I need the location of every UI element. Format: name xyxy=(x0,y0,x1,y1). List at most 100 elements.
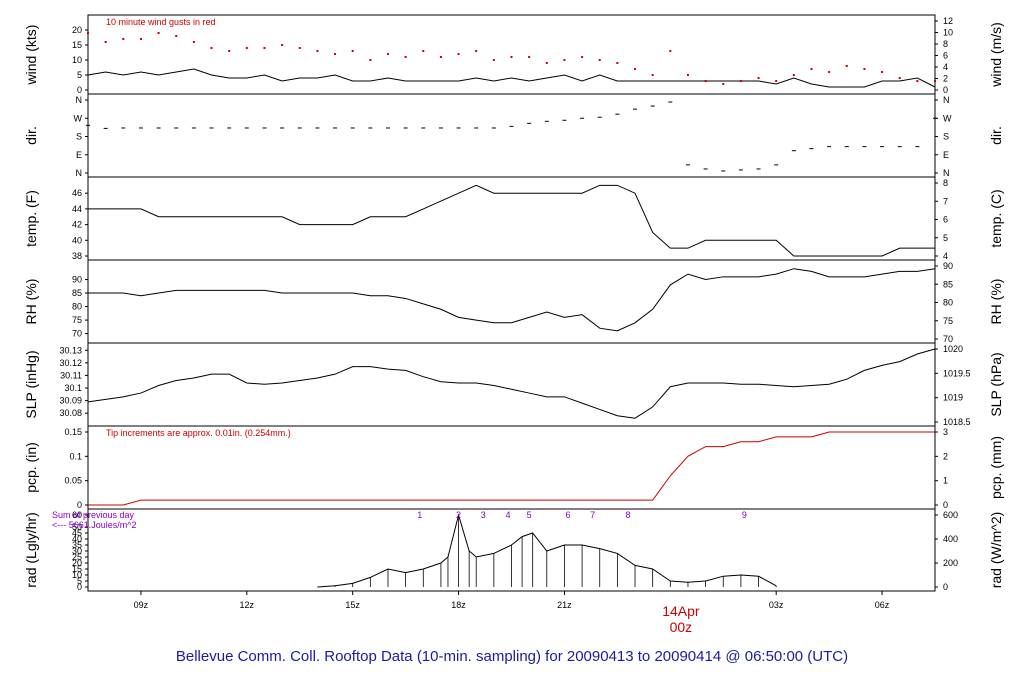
wind-gust-point xyxy=(616,62,619,64)
rad-marker-label: 4 xyxy=(505,510,510,520)
wind-y2tick-label: 6 xyxy=(943,51,948,61)
wind-gust-point xyxy=(422,50,425,52)
x-tick-label: 09z xyxy=(134,600,149,610)
wind-gust-point xyxy=(916,80,919,82)
rh-y2tick-label: 85 xyxy=(943,279,953,289)
wind-gust-point xyxy=(139,38,142,40)
rad-ytick-label: 25 xyxy=(72,552,82,562)
wind-gust-point xyxy=(669,50,672,52)
slp-ylabel: SLP (inHg) xyxy=(23,350,39,418)
rad-y2tick-label: 200 xyxy=(943,558,958,568)
dir-y2tick-label: N xyxy=(943,168,950,178)
rad-ytick-label: 10 xyxy=(72,570,82,580)
wind-gust-point xyxy=(210,47,213,49)
slp-y2tick-label: 1019.5 xyxy=(943,368,971,378)
wind-gust-point xyxy=(563,59,566,61)
x-tick-label: 15z xyxy=(345,600,360,610)
chart-footer-title: Bellevue Comm. Coll. Rooftop Data (10-mi… xyxy=(175,648,849,665)
wind-y2tick-label: 4 xyxy=(943,62,948,72)
rad-ytick-label: 50 xyxy=(72,522,82,532)
wind-gust-point xyxy=(404,56,407,58)
rad-series-line xyxy=(317,513,777,588)
wind-gust-point xyxy=(316,50,319,52)
wind-gust-point xyxy=(298,47,301,49)
temp-y2tick-label: 4 xyxy=(943,251,948,261)
rad-ytick-label: 0 xyxy=(77,582,82,592)
slp-y2tick-label: 1018.5 xyxy=(943,417,971,427)
rad-marker-label: 1 xyxy=(417,510,422,520)
wind-gust-point xyxy=(104,41,107,43)
dir-y2tick-label: S xyxy=(943,132,949,142)
pcp-ytick-label: 0.1 xyxy=(69,451,82,461)
wind-gust-point xyxy=(686,74,689,76)
wind-gust-point xyxy=(369,59,372,61)
slp-ytick-label: 30.08 xyxy=(59,408,82,418)
wind-gust-point xyxy=(122,38,125,40)
wind-gust-point xyxy=(281,44,284,46)
rad-ytick-label: 20 xyxy=(72,558,82,568)
slp-y2tick-label: 1019 xyxy=(943,393,963,403)
wind-ytick-label: 0 xyxy=(77,85,82,95)
rad-y2tick-label: 400 xyxy=(943,534,958,544)
wind-gust-point xyxy=(775,80,778,82)
wind-ytick-label: 5 xyxy=(77,70,82,80)
rh-ytick-label: 70 xyxy=(72,329,82,339)
slp-ytick-label: 30.12 xyxy=(59,358,82,368)
temp-y2tick-label: 5 xyxy=(943,233,948,243)
rad-marker-label: 7 xyxy=(590,510,595,520)
wind-gust-point xyxy=(545,62,548,64)
x-tick-label: 18z xyxy=(451,600,466,610)
temp-ytick-label: 44 xyxy=(72,204,82,214)
rad-ytick-label: 15 xyxy=(72,564,82,574)
dir-ytick-label: N xyxy=(76,95,83,105)
wind-series-line xyxy=(87,68,936,88)
pcp-y2tick-label: 3 xyxy=(943,427,948,437)
wind-gust-point xyxy=(457,53,460,55)
dir-panel-frame xyxy=(87,93,936,178)
wind-gust-point xyxy=(651,74,654,76)
wind-annotation: 10 minute wind gusts in red xyxy=(106,17,216,27)
slp-ytick-label: 30.13 xyxy=(59,345,82,355)
temp-y2tick-label: 6 xyxy=(943,215,948,225)
pcp-ytick-label: 0.15 xyxy=(64,427,82,437)
wind-gust-point xyxy=(157,32,160,34)
wind-y2label: wind (m/s) xyxy=(988,22,1004,88)
rad-annotation-line: <--- 5661.Joules/m^2 xyxy=(52,520,137,530)
rh-y2label: RH (%) xyxy=(988,279,1004,325)
rad-marker-label: 8 xyxy=(625,510,630,520)
slp-y2tick-label: 1020 xyxy=(943,344,963,354)
rh-ytick-label: 80 xyxy=(72,302,82,312)
rh-y2tick-label: 80 xyxy=(943,298,953,308)
rad-y2tick-label: 0 xyxy=(943,582,948,592)
date-marker-day: 14Apr xyxy=(662,603,700,619)
pcp-annotation: Tip increments are approx. 0.01in. (0.25… xyxy=(106,428,291,438)
slp-series-line xyxy=(87,348,936,419)
wind-gust-point xyxy=(828,71,831,73)
wind-y2tick-label: 10 xyxy=(943,28,953,38)
wind-y2tick-label: 0 xyxy=(943,85,948,95)
rh-ytick-label: 75 xyxy=(72,315,82,325)
dir-ytick-label: N xyxy=(76,168,83,178)
dir-y2tick-label: W xyxy=(943,113,952,123)
rh-y2tick-label: 75 xyxy=(943,316,953,326)
temp-panel-frame xyxy=(87,176,936,261)
wind-ylabel: wind (kts) xyxy=(23,25,39,86)
slp-ytick-label: 30.1 xyxy=(64,383,82,393)
dir-y2tick-label: E xyxy=(943,150,949,160)
rad-y2label: rad (W/m^2) xyxy=(988,512,1004,589)
wind-y2tick-label: 12 xyxy=(943,16,953,26)
rad-ytick-label: 35 xyxy=(72,540,82,550)
rh-panel-frame xyxy=(87,259,936,344)
wind-gust-point xyxy=(351,50,354,52)
wind-ytick-label: 20 xyxy=(72,25,82,35)
rad-ytick-label: 30 xyxy=(72,546,82,556)
temp-ylabel: temp. (F) xyxy=(23,190,39,247)
pcp-series-line xyxy=(88,431,935,506)
rh-ylabel: RH (%) xyxy=(23,279,39,325)
rh-ytick-label: 85 xyxy=(72,288,82,298)
rad-ytick-label: 40 xyxy=(72,534,82,544)
x-tick-label: 12z xyxy=(240,600,255,610)
rad-marker-label: 3 xyxy=(481,510,486,520)
temp-ytick-label: 38 xyxy=(72,251,82,261)
